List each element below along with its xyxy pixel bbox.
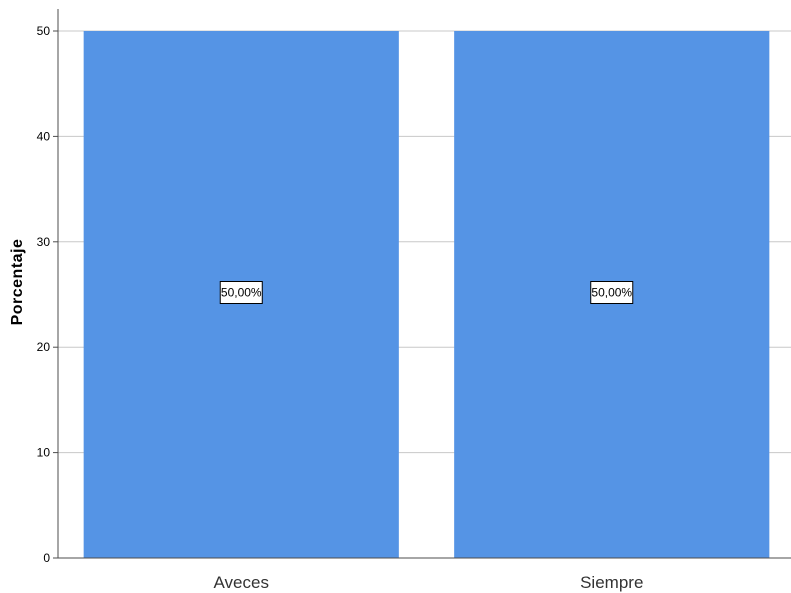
y-tick-label-20: 20 (37, 340, 51, 354)
data-label-text: 50,00% (591, 286, 632, 300)
y-tick-label-30: 30 (37, 235, 51, 249)
data-label-aveces: 50,00% (219, 281, 263, 304)
data-labels: 50,00% 50,00% (219, 281, 634, 304)
y-axis-title: Porcentaje (9, 239, 26, 326)
x-tick-label-siempre: Siempre (580, 573, 643, 592)
data-label-box (219, 281, 263, 304)
bars (83, 31, 770, 558)
data-label-text: 50,00% (221, 286, 262, 300)
y-tick-label-10: 10 (37, 446, 51, 460)
y-tick-label-40: 40 (37, 129, 51, 143)
x-tick-label-aveces: Aveces (214, 573, 269, 592)
data-label-siempre: 50,00% (590, 281, 634, 304)
axes: 0 10 20 30 40 50 Aveces Siempre (37, 9, 791, 592)
y-tick-label-50: 50 (37, 24, 51, 38)
y-tick-label-0: 0 (43, 551, 50, 565)
data-label-box (590, 281, 634, 304)
